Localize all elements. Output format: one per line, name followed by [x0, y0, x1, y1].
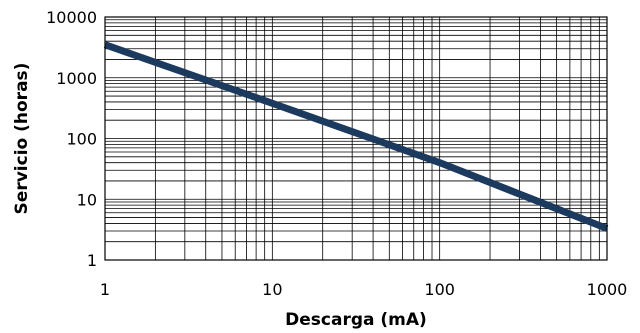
y-tick-label: 100	[66, 130, 97, 149]
x-tick-label: 1000	[587, 280, 628, 299]
series-layer	[103, 41, 609, 232]
x-axis-ticks: 1 10 100 1000	[100, 280, 627, 299]
y-axis-ticks: 10000 1000 100 10 1	[46, 8, 97, 270]
x-tick-label: 10	[262, 280, 282, 299]
series-line	[103, 41, 609, 232]
x-tick-label: 1	[100, 280, 110, 299]
plot-frame	[104, 16, 608, 261]
y-tick-label: 10000	[46, 8, 97, 27]
x-axis-title: Descarga (mA)	[285, 310, 427, 330]
y-tick-label: 1	[87, 251, 97, 270]
y-tick-label: 1000	[56, 69, 97, 88]
y-axis-title: Servicio (horas)	[12, 63, 32, 215]
y-tick-label: 10	[77, 190, 97, 209]
grid	[104, 17, 607, 261]
x-tick-label: 100	[424, 280, 455, 299]
